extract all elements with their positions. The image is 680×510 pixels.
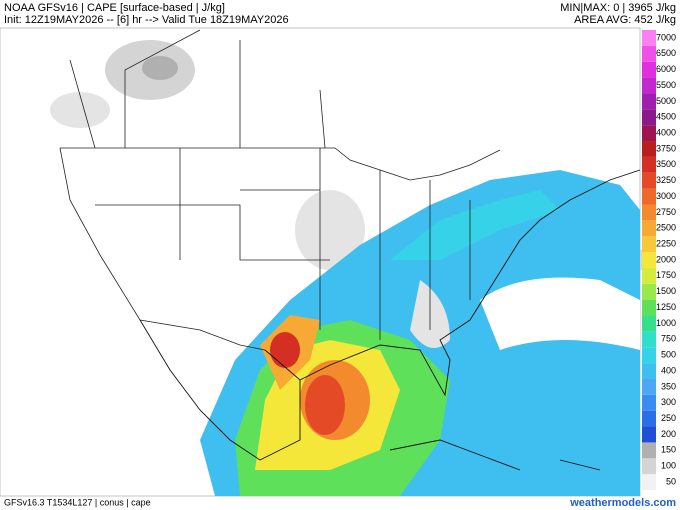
colorbar-swatch (642, 394, 656, 411)
colorbar-label: 1750 (656, 270, 676, 280)
colorbar-swatch (642, 93, 656, 110)
shade-gray (295, 190, 365, 270)
colorbar-label: 3250 (656, 175, 676, 185)
colorbar-label: 400 (661, 365, 676, 375)
colorbar-label: 250 (661, 413, 676, 423)
cape-shading (50, 40, 645, 496)
colorbar-swatch (642, 331, 656, 348)
colorbar-label: 50 (666, 476, 676, 486)
shade-gray-dark (142, 56, 178, 80)
colorbar-label: 4500 (656, 112, 676, 122)
colorbar-swatch (642, 426, 656, 443)
colorbar-swatch (642, 30, 656, 46)
colorbar-label: 150 (661, 445, 676, 455)
colorbar-label: 5500 (656, 80, 676, 90)
colorbar-swatch (642, 77, 656, 94)
coastline (264, 169, 641, 397)
colorbar-label: 2750 (656, 207, 676, 217)
area-average: AREA AVG: 452 J/kg (574, 14, 676, 26)
colorbar-swatch (642, 188, 656, 205)
colorbar-swatch (642, 378, 656, 395)
colorbar-label: 100 (661, 461, 676, 471)
colorbar-label: 6000 (656, 64, 676, 74)
provinces (69, 29, 326, 149)
colorbar-label: 300 (661, 397, 676, 407)
shade-cyan (390, 190, 560, 260)
borders (59, 29, 641, 471)
colorbar-swatch (642, 109, 656, 126)
init-line: Init: 12Z19MAY2026 -- [6] hr --> Valid T… (4, 14, 289, 26)
colorbar-label: 2000 (656, 254, 676, 264)
colorbar-swatch (642, 283, 656, 300)
min-max: MIN|MAX: 0 | 3965 J/kg (560, 2, 676, 14)
colorbar-swatch (642, 410, 656, 427)
colorbar-label: 3000 (656, 191, 676, 201)
colorbar-label: 3750 (656, 143, 676, 153)
caribbean (389, 439, 601, 471)
shade-red (305, 375, 345, 435)
colorbar-swatch (642, 252, 656, 268)
colorbar-swatch (642, 442, 656, 459)
colorbar-swatch (642, 236, 656, 253)
site-link[interactable]: weathermodels.com (569, 497, 676, 509)
colorbar-swatch (642, 315, 656, 332)
colorbar-label: 7000 (656, 32, 676, 42)
colorbar-label: 2500 (656, 223, 676, 233)
shade-clear (480, 277, 640, 350)
colorbar-label: 750 (661, 334, 676, 344)
colorbar-swatch (642, 61, 656, 78)
colorbar-label: 2250 (656, 239, 676, 249)
colorbar-label: 500 (661, 350, 676, 360)
colorbar-label: 1000 (656, 318, 676, 328)
colorbar-swatch (642, 220, 656, 237)
mexico-coast (139, 319, 301, 461)
colorbar-label: 6500 (656, 48, 676, 58)
model-info: GFSv16.3 T1534L127 | conus | cape (4, 497, 151, 507)
colorbar-swatch (642, 458, 656, 475)
colorbar-label: 1250 (656, 302, 676, 312)
colorbar-swatch (642, 141, 656, 157)
shade-red (270, 332, 300, 368)
shade-gray (50, 92, 110, 128)
colorbar-swatch (642, 267, 656, 284)
colorbar-label: 4000 (656, 127, 676, 137)
colorbar-swatch (642, 474, 656, 490)
colorbar-label: 5000 (656, 96, 676, 106)
colorbar-label: 350 (661, 381, 676, 391)
colorbar-swatch (642, 299, 656, 316)
colorbar-swatch (642, 45, 656, 62)
colorbar-swatch (642, 156, 656, 173)
colorbar-swatch (642, 204, 656, 221)
states (95, 148, 471, 340)
colorbar-label: 3500 (656, 159, 676, 169)
colorbar-label: 1500 (656, 286, 676, 296)
colorbar-label: 200 (661, 429, 676, 439)
colorbar-swatch (642, 172, 656, 189)
us-canada-border (60, 147, 501, 181)
colorbar-swatch (642, 125, 656, 142)
colorbar-swatch (642, 363, 656, 379)
map-title: NOAA GFSv16 | CAPE [surface-based | J/kg… (4, 2, 225, 14)
colorbar: 50 100 150 200 250 300 350 400 500 750 1000 1250 150… (642, 30, 676, 490)
colorbar-swatch (642, 347, 656, 364)
